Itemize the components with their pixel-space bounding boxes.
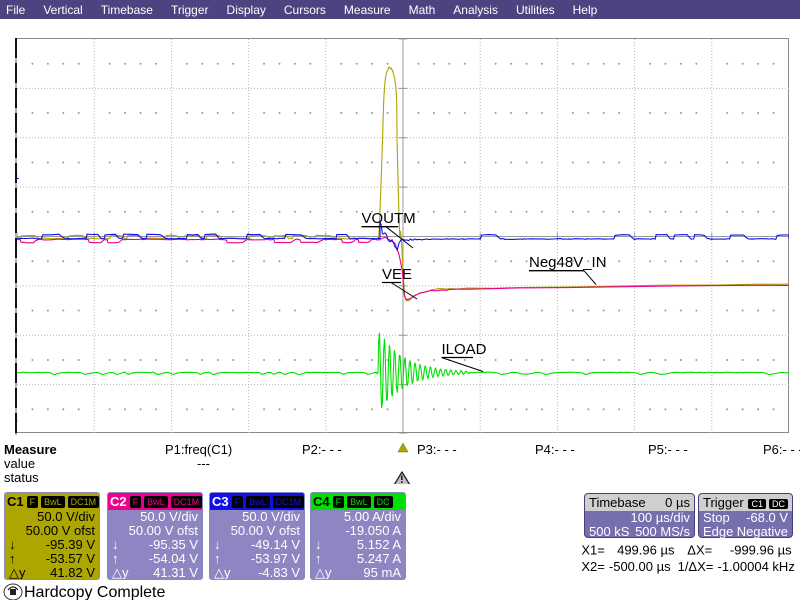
svg-text:ILOAD: ILOAD: [442, 341, 487, 358]
svg-text:status: status: [4, 470, 39, 484]
svg-text:P3:- - -: P3:- - -: [417, 442, 457, 457]
svg-text:-1.00004 kHz: -1.00004 kHz: [718, 559, 795, 574]
svg-text:Measure: Measure: [4, 442, 57, 457]
svg-text:499.96 µs: 499.96 µs: [617, 543, 675, 558]
svg-text:1/ΔX=: 1/ΔX=: [678, 559, 714, 574]
svg-text:VOUTM: VOUTM: [362, 210, 416, 227]
svg-text:VEE: VEE: [382, 266, 412, 283]
svg-text:P5:- - -: P5:- - -: [648, 442, 688, 457]
svg-text:C4: C4: [17, 411, 18, 426]
svg-text:value: value: [4, 456, 35, 471]
svg-text:P2:- - -: P2:- - -: [302, 442, 342, 457]
svg-text:X1=: X1=: [581, 543, 605, 558]
svg-text:-500.00 µs: -500.00 µs: [609, 559, 671, 574]
svg-text:-999.96 µs: -999.96 µs: [730, 543, 792, 558]
svg-text:---: ---: [197, 456, 210, 471]
svg-text:P6:- - -: P6:- - -: [763, 442, 800, 457]
svg-text:Hardcopy Complete: Hardcopy Complete: [24, 584, 166, 600]
svg-text:Neg48V_IN: Neg48V_IN: [529, 254, 607, 271]
svg-text:ΔX=: ΔX=: [687, 543, 712, 558]
svg-text:P1:freq(C1): P1:freq(C1): [165, 442, 232, 457]
svg-text:X2=: X2=: [581, 559, 605, 574]
svg-text:1: 1: [17, 170, 19, 182]
svg-text:P4:- - -: P4:- - -: [535, 442, 575, 457]
